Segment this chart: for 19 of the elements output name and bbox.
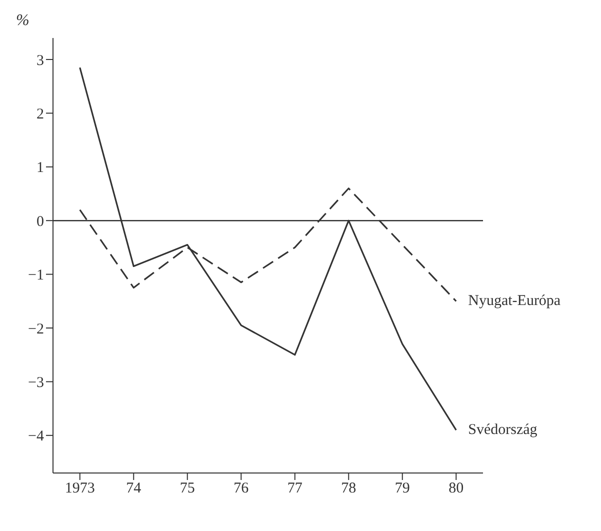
x-tick-label: 77: [287, 480, 303, 497]
y-tick-label: 3: [36, 52, 44, 69]
series-label: Svédország: [468, 422, 538, 438]
x-tick-label: 75: [180, 480, 195, 497]
y-tick-label: −2: [28, 321, 44, 338]
x-tick-label: 80: [448, 480, 464, 497]
y-tick-label: −1: [28, 268, 44, 284]
x-tick-label: 74: [126, 480, 142, 497]
y-tick-label: 0: [36, 214, 44, 230]
x-tick-label: 76: [234, 480, 250, 497]
y-tick-label: −4: [28, 428, 44, 445]
y-axis-title: %: [16, 12, 30, 30]
x-tick-label: 78: [341, 480, 356, 497]
y-tick-label: 1: [36, 160, 44, 176]
x-tick-label: 79: [394, 480, 410, 497]
x-tick-label: 1973: [64, 480, 95, 497]
y-tick-label: −3: [28, 375, 44, 392]
y-tick-label: 2: [36, 106, 44, 123]
series-label: Nyugat-Európa: [468, 293, 561, 310]
